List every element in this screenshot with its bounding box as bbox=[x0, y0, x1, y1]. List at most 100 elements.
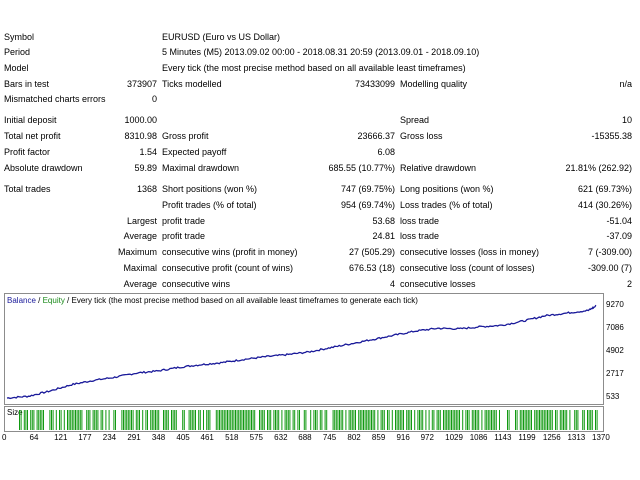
symbol-label: Symbol bbox=[4, 32, 35, 42]
size-bar bbox=[227, 410, 228, 430]
size-bar bbox=[233, 410, 235, 430]
gross-loss-label: Gross loss bbox=[400, 131, 443, 141]
balance-curve-svg bbox=[6, 304, 597, 400]
loss-trades-value: 414 (30.26%) bbox=[577, 200, 632, 210]
size-bar bbox=[335, 410, 337, 430]
average-profit-label: profit trade bbox=[162, 231, 206, 241]
size-bar bbox=[495, 410, 497, 430]
size-bar bbox=[158, 410, 160, 430]
relative-drawdown-value: 21.81% (262.92) bbox=[565, 163, 632, 173]
total-trades-label: Total trades bbox=[4, 184, 51, 194]
size-bar bbox=[587, 410, 588, 430]
bars-in-test-label: Bars in test bbox=[4, 79, 50, 89]
size-bar bbox=[167, 410, 169, 430]
size-bar bbox=[243, 410, 244, 430]
size-bar bbox=[550, 410, 552, 430]
mismatched-errors-label: Mismatched charts errors bbox=[4, 94, 106, 104]
size-bar bbox=[367, 410, 369, 430]
legend-sep: / bbox=[35, 296, 43, 305]
legend-sep: / bbox=[64, 296, 72, 305]
size-bar bbox=[259, 410, 260, 430]
average-label: Average bbox=[123, 231, 157, 241]
size-bars-svg bbox=[19, 410, 598, 430]
modelling-quality-label: Modelling quality bbox=[400, 79, 468, 89]
maximal-loss-label: consecutive loss (count of losses) bbox=[400, 263, 535, 273]
size-bar bbox=[449, 410, 451, 430]
max-consec-losses-value: 7 (-309.00) bbox=[587, 247, 632, 257]
size-bar bbox=[251, 410, 252, 430]
graph-legend: Balance / Equity / Every tick (the most … bbox=[7, 296, 418, 306]
size-bar bbox=[310, 410, 312, 430]
size-bar bbox=[209, 410, 211, 430]
size-bar bbox=[439, 410, 441, 430]
long-positions-label: Long positions (won %) bbox=[400, 184, 494, 194]
size-bar bbox=[76, 410, 78, 430]
size-bar bbox=[207, 410, 209, 430]
size-bar bbox=[273, 410, 275, 430]
size-bar bbox=[86, 410, 88, 430]
size-bar bbox=[507, 410, 508, 430]
size-bar bbox=[203, 410, 204, 430]
size-bar bbox=[539, 410, 540, 430]
size-bar bbox=[350, 410, 352, 430]
largest-label: Largest bbox=[126, 216, 157, 226]
size-bar bbox=[100, 410, 102, 430]
profit-trades-value: 954 (69.74%) bbox=[340, 200, 395, 210]
size-bar bbox=[351, 410, 353, 430]
spread-value: 10 bbox=[621, 115, 632, 125]
size-bar bbox=[455, 410, 457, 430]
x-tick-label: 859 bbox=[371, 433, 386, 442]
size-bar bbox=[551, 410, 553, 430]
size-bar bbox=[409, 410, 411, 430]
size-bar bbox=[113, 410, 115, 430]
size-bar bbox=[147, 410, 148, 430]
size-bar bbox=[489, 410, 491, 430]
x-tick-label: 1256 bbox=[542, 433, 561, 442]
size-bar bbox=[94, 410, 96, 430]
size-bar bbox=[494, 410, 496, 430]
size-bar bbox=[137, 410, 139, 430]
largest-loss-label: loss trade bbox=[400, 216, 440, 226]
size-bar bbox=[247, 410, 249, 430]
size-bar bbox=[454, 410, 456, 430]
size-bar bbox=[591, 410, 593, 430]
size-bar bbox=[433, 410, 435, 430]
size-bar bbox=[89, 410, 91, 430]
size-bar bbox=[459, 410, 460, 430]
size-bar bbox=[334, 410, 336, 430]
size-bar bbox=[487, 410, 489, 430]
y-tick-label: 7086 bbox=[606, 322, 624, 332]
size-bar bbox=[444, 410, 446, 430]
total-net-profit-value: 8310.98 bbox=[124, 131, 157, 141]
size-bar bbox=[183, 410, 185, 430]
legend-text: Every tick (the most precise method base… bbox=[71, 296, 418, 305]
average-loss-label: loss trade bbox=[400, 231, 440, 241]
size-bar bbox=[299, 410, 300, 430]
maximal-profit-value: 676.53 (18) bbox=[348, 263, 395, 273]
size-bar bbox=[219, 410, 220, 430]
size-bar bbox=[395, 410, 396, 430]
size-bar bbox=[529, 410, 531, 430]
average-profit-value: 24.81 bbox=[372, 231, 395, 241]
size-bar bbox=[446, 410, 448, 430]
size-bar bbox=[73, 410, 75, 430]
size-bar bbox=[566, 410, 568, 430]
size-bar bbox=[217, 410, 219, 430]
size-bar bbox=[324, 410, 326, 430]
size-bar bbox=[215, 410, 217, 430]
size-bar bbox=[289, 410, 291, 430]
size-bar bbox=[131, 410, 132, 430]
size-bar bbox=[363, 410, 364, 430]
size-bar bbox=[411, 410, 412, 430]
size-bar bbox=[262, 410, 264, 430]
size-bar bbox=[364, 410, 366, 430]
size-bar bbox=[75, 410, 76, 430]
size-bar bbox=[451, 410, 452, 430]
size-bar bbox=[548, 410, 550, 430]
size-bar bbox=[260, 410, 262, 430]
size-bar bbox=[476, 410, 478, 430]
max-consec-wins-value: 27 (505.29) bbox=[348, 247, 395, 257]
size-bar bbox=[249, 410, 251, 430]
x-tick-label: 916 bbox=[396, 433, 410, 442]
size-bar bbox=[595, 410, 596, 430]
